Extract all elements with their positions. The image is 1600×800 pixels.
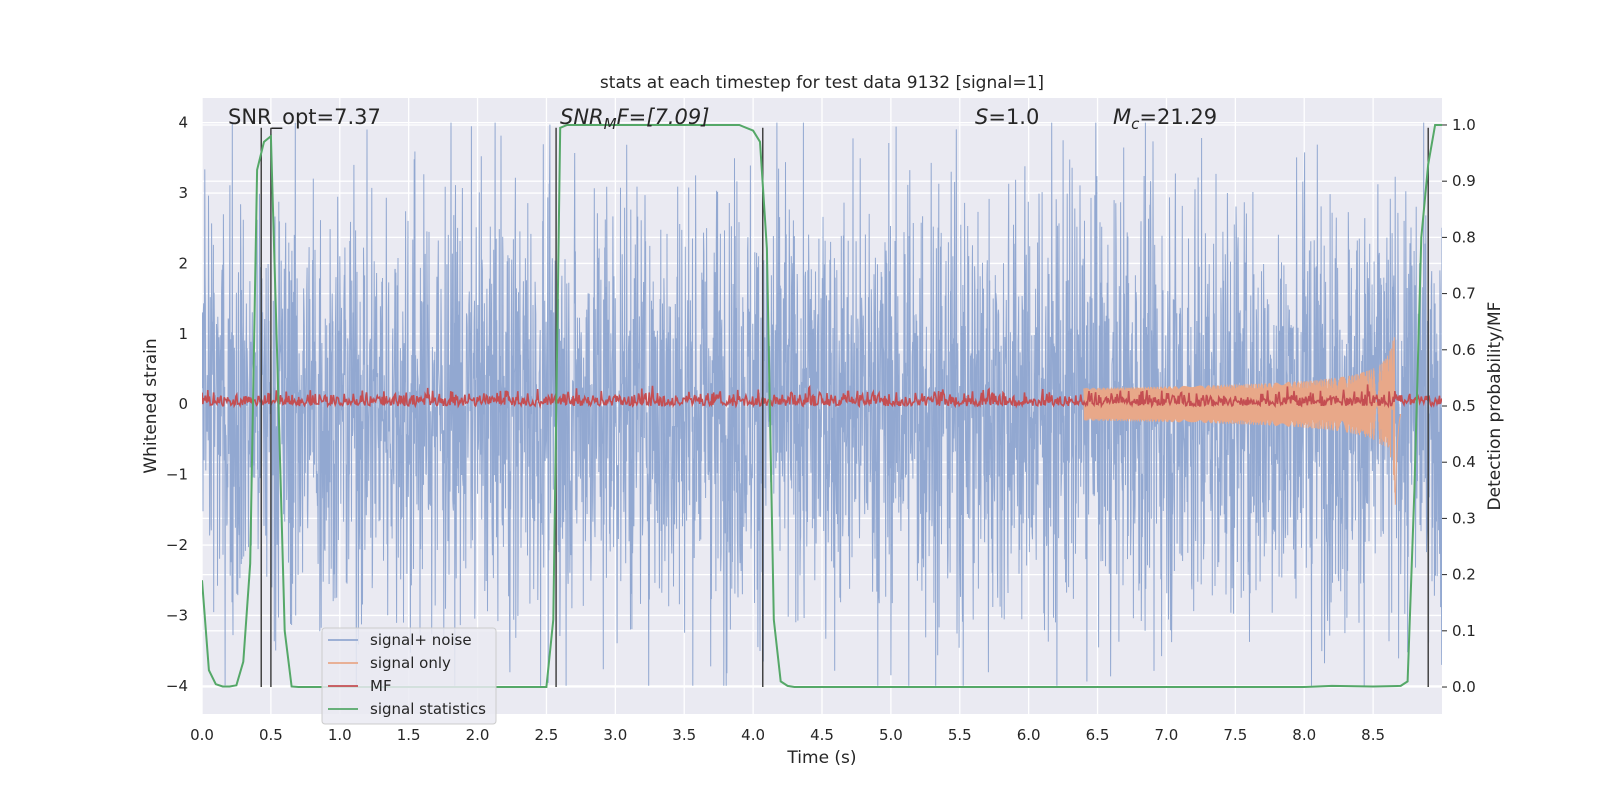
y-axis-label: Whitened strain bbox=[141, 338, 161, 473]
y2-tick-label: 0.8 bbox=[1452, 228, 1476, 246]
x-axis-ticks: 0.0 0.5 1.0 1.5 2.0 2.5 3.0 3.5 4.0 4.5 5.0 5.5 6.0 6… bbox=[190, 726, 1385, 744]
y2-tick-label: 0.9 bbox=[1452, 172, 1476, 190]
series-mf bbox=[202, 384, 1442, 409]
annotation-mc-value: =21.29 bbox=[1139, 105, 1217, 129]
y2-tick-label: 0.1 bbox=[1452, 622, 1476, 640]
annotation-mc-symbol: M bbox=[1113, 105, 1131, 129]
legend-label-signal-plus-noise: signal+ noise bbox=[370, 631, 472, 649]
x-tick-label: 1.0 bbox=[328, 726, 352, 744]
annotation-s-symbol: S bbox=[975, 105, 988, 129]
legend-box bbox=[321, 627, 497, 725]
annotation-snr-mf: SNRMF=[7.09] bbox=[560, 105, 709, 133]
y-tick-label: −1 bbox=[166, 466, 188, 484]
y2-axis-label: Detection probability/MF bbox=[1485, 302, 1505, 511]
annotation-mc: Mc=21.29 bbox=[1113, 105, 1217, 133]
x-tick-label: 0.5 bbox=[259, 726, 283, 744]
x-tick-label: 4.0 bbox=[741, 726, 765, 744]
annotation-snr-opt: SNR_opt=7.37 bbox=[228, 105, 381, 130]
x-tick-label: 7.5 bbox=[1223, 726, 1247, 744]
plot-area bbox=[202, 122, 1442, 688]
x-tick-label: 2.0 bbox=[466, 726, 490, 744]
y-tick-label: 2 bbox=[178, 254, 188, 272]
x-tick-label: 5.0 bbox=[879, 726, 903, 744]
y2-tick-label: 0.7 bbox=[1452, 285, 1476, 303]
x-tick-label: 8.5 bbox=[1361, 726, 1385, 744]
y2-axis-ticks: 1.0 0.9 0.8 0.7 0.6 0.5 0.4 0.3 0.2 0.1 0.0 bbox=[1442, 116, 1476, 696]
y-tick-label: 1 bbox=[178, 325, 188, 343]
annotation-snr-mf-suffix: F=[7.09] bbox=[617, 105, 710, 129]
y2-tick-label: 0.4 bbox=[1452, 453, 1476, 471]
annotation-snr-mf-sub: M bbox=[604, 115, 617, 133]
legend-label-mf: MF bbox=[370, 677, 392, 695]
y-tick-label: 3 bbox=[178, 184, 188, 202]
y-tick-label: 0 bbox=[178, 395, 188, 413]
y2-tick-label: 0.0 bbox=[1452, 678, 1476, 696]
y-tick-label: −2 bbox=[166, 536, 188, 554]
x-tick-label: 5.5 bbox=[948, 726, 972, 744]
x-tick-label: 8.0 bbox=[1292, 726, 1316, 744]
x-tick-label: 3.5 bbox=[672, 726, 696, 744]
y2-tick-label: 1.0 bbox=[1452, 116, 1476, 134]
annotation-s: S=1.0 bbox=[975, 105, 1039, 129]
y2-tick-label: 0.3 bbox=[1452, 509, 1476, 527]
y2-tick-label: 0.5 bbox=[1452, 397, 1476, 415]
series-signal-only bbox=[1083, 337, 1402, 505]
x-tick-label: 7.0 bbox=[1155, 726, 1179, 744]
y-tick-label: −4 bbox=[166, 677, 188, 695]
x-tick-label: 4.5 bbox=[810, 726, 834, 744]
x-tick-label: 1.5 bbox=[397, 726, 421, 744]
series-signal-statistics bbox=[202, 124, 1442, 688]
annotation-mc-sub: c bbox=[1131, 115, 1140, 133]
x-tick-label: 2.5 bbox=[535, 726, 559, 744]
legend-label-signal-statistics: signal statistics bbox=[370, 700, 486, 718]
y2-tick-label: 0.6 bbox=[1452, 341, 1476, 359]
y-tick-label: 4 bbox=[178, 114, 188, 132]
y2-tick-label: 0.2 bbox=[1452, 566, 1476, 584]
annotation-snr-mf-prefix: SNR bbox=[560, 105, 604, 129]
x-tick-label: 6.5 bbox=[1086, 726, 1110, 744]
annotation-s-value: =1.0 bbox=[988, 105, 1039, 129]
legend-label-signal-only: signal only bbox=[370, 654, 451, 672]
x-axis-label: Time (s) bbox=[786, 748, 856, 768]
x-tick-label: 0.0 bbox=[190, 726, 214, 744]
y-tick-label: −3 bbox=[166, 606, 188, 624]
legend: signal+ noise signal only MF signal stat… bbox=[321, 627, 497, 725]
x-tick-label: 6.0 bbox=[1017, 726, 1041, 744]
chart-title: stats at each timestep for test data 913… bbox=[600, 73, 1044, 93]
y-axis-ticks: 4 3 2 1 0 −1 −2 −3 −4 bbox=[166, 114, 188, 695]
x-tick-label: 3.0 bbox=[603, 726, 627, 744]
